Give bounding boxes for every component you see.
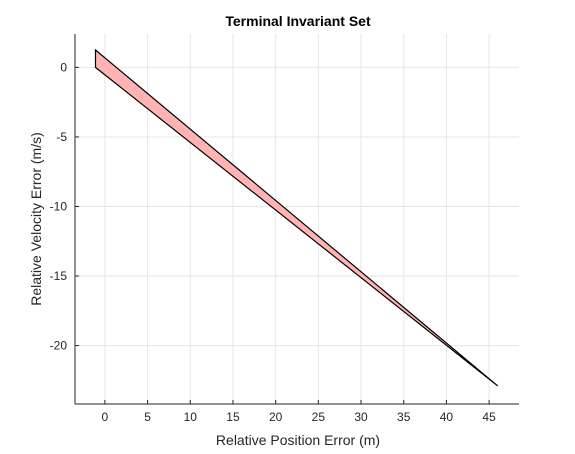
y-tick-label: -20 (50, 339, 68, 353)
x-tick-label: 45 (482, 410, 496, 424)
x-tick-label: 30 (354, 410, 368, 424)
invariant-set-polygon (94, 48, 499, 387)
x-tick-label: 15 (226, 410, 240, 424)
grid (75, 34, 519, 404)
x-tick-label: 25 (312, 410, 326, 424)
y-tick-labels: 0 -5 -10 -15 -20 (50, 60, 68, 352)
x-tick-label: 5 (144, 410, 151, 424)
x-tick-label: 20 (269, 410, 283, 424)
y-tick-label: 0 (60, 60, 67, 74)
invariant-set-layer (94, 48, 499, 387)
y-tick-label: -5 (56, 130, 67, 144)
x-axis-label: Relative Position Error (m) (216, 432, 380, 448)
x-tick-label: 0 (102, 410, 109, 424)
axes (74, 34, 519, 405)
y-axis-label: Relative Velocity Error (m/s) (28, 132, 44, 305)
y-tick-label: -15 (50, 269, 68, 283)
y-tick-label: -10 (50, 199, 68, 213)
chart-title: Terminal Invariant Set (225, 13, 371, 29)
x-tick-labels: 0 5 10 15 20 25 30 35 40 45 (102, 410, 497, 424)
x-tick-label: 35 (397, 410, 411, 424)
x-tick-label: 10 (184, 410, 198, 424)
x-tick-label: 40 (440, 410, 454, 424)
